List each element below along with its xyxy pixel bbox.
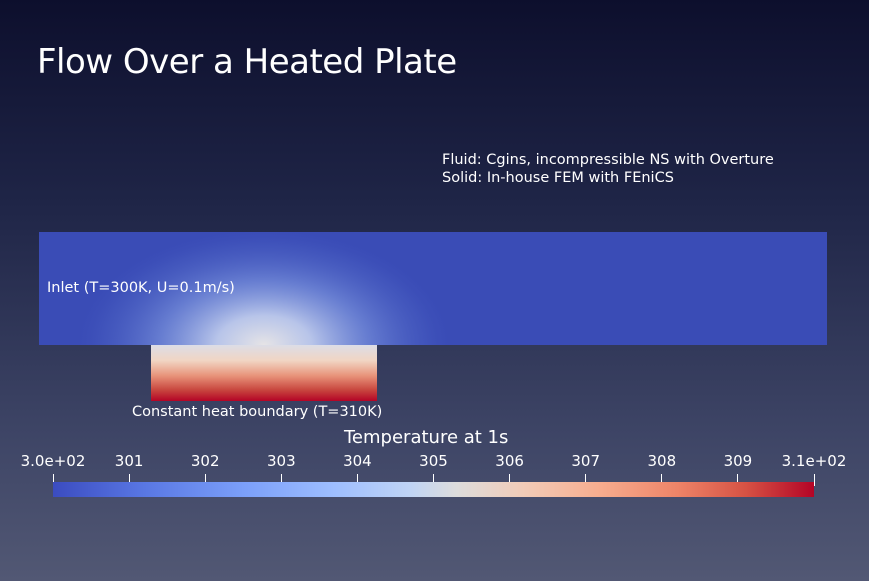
- solver-info: Fluid: Cgins, incompressible NS with Ove…: [442, 151, 774, 187]
- colorbar-tick-mark: [737, 474, 739, 486]
- colorbar-tick-mark: [433, 474, 434, 486]
- colorbar-tick-mark: [585, 474, 587, 486]
- colorbar-tick-label: 308: [647, 452, 677, 470]
- colorbar-tick-label: 309: [723, 452, 753, 470]
- inlet-label: Inlet (T=300K, U=0.1m/s): [47, 280, 235, 296]
- colorbar-tick-label: 303: [266, 452, 296, 470]
- colorbar-tick-label: 305: [419, 452, 448, 470]
- colorbar-tick-label: 3.1e+02: [781, 452, 847, 470]
- colorbar-tick-label: 3.0e+02: [20, 452, 86, 470]
- colorbar-tick-mark: [813, 474, 815, 486]
- colorbar-tick-mark: [204, 474, 206, 486]
- colorbar-tick-mark: [52, 474, 54, 486]
- colorbar-tick-mark: [280, 474, 282, 486]
- colorbar: [53, 482, 814, 497]
- colorbar-tick-label: 307: [571, 452, 601, 470]
- plot-title: Flow Over a Heated Plate: [37, 42, 457, 82]
- fluid-warm-region: [39, 232, 827, 345]
- colorbar-tick-mark: [128, 474, 130, 486]
- fluid-solver-text: Fluid: Cgins, incompressible NS with Ove…: [442, 152, 774, 168]
- solid-plate: [151, 345, 377, 401]
- heat-boundary-label: Constant heat boundary (T=310K): [132, 404, 383, 420]
- colorbar-title: Temperature at 1s: [344, 427, 509, 448]
- colorbar-tick-label: 301: [114, 452, 144, 470]
- colorbar-tick-mark: [509, 474, 511, 486]
- colorbar-tick-mark: [356, 474, 358, 486]
- solid-solver-text: Solid: In-house FEM with FEniCS: [442, 170, 674, 186]
- colorbar-tick-label: 302: [190, 452, 220, 470]
- colorbar-tick-label: 304: [343, 452, 372, 470]
- colorbar-tick-mark: [661, 474, 663, 486]
- colorbar-tick-label: 306: [495, 452, 524, 470]
